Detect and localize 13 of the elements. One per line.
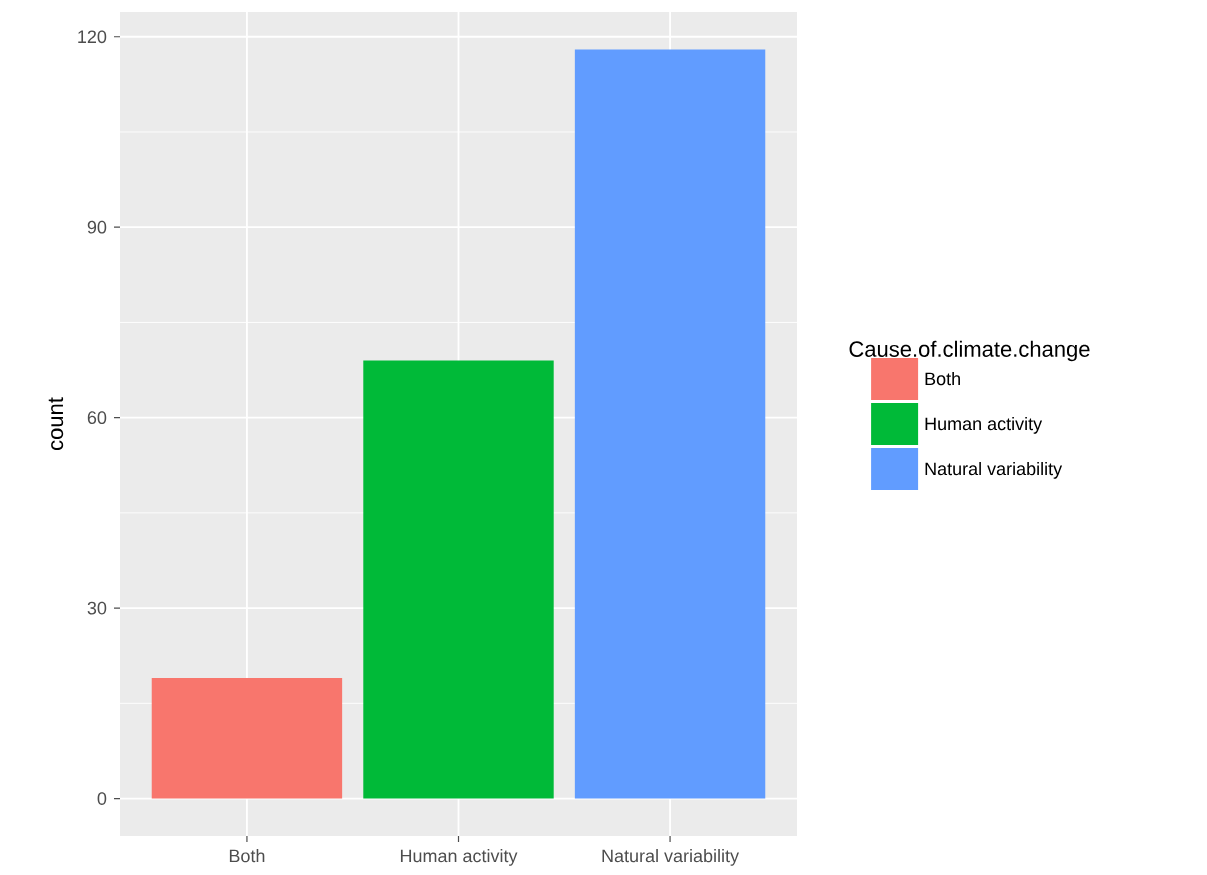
x-tick-label: Both [229,849,265,863]
legend-label: Natural variability [925,461,1063,479]
y-tick-label: 30 [87,601,107,615]
x-tick-label: Human activity [400,849,518,866]
y-tick-label: 120 [78,30,107,44]
y-axis-title: count [48,397,64,450]
y-tick-label: 60 [87,411,107,425]
y-tick-label: 90 [87,220,107,234]
y-tick-label: 0 [97,792,107,805]
legend-label: Both [925,371,960,386]
legend-title: Cause.of.climate.change [849,340,1090,362]
x-tick-label: Natural variability [602,849,740,866]
legend-label: Human activity [925,416,1043,434]
